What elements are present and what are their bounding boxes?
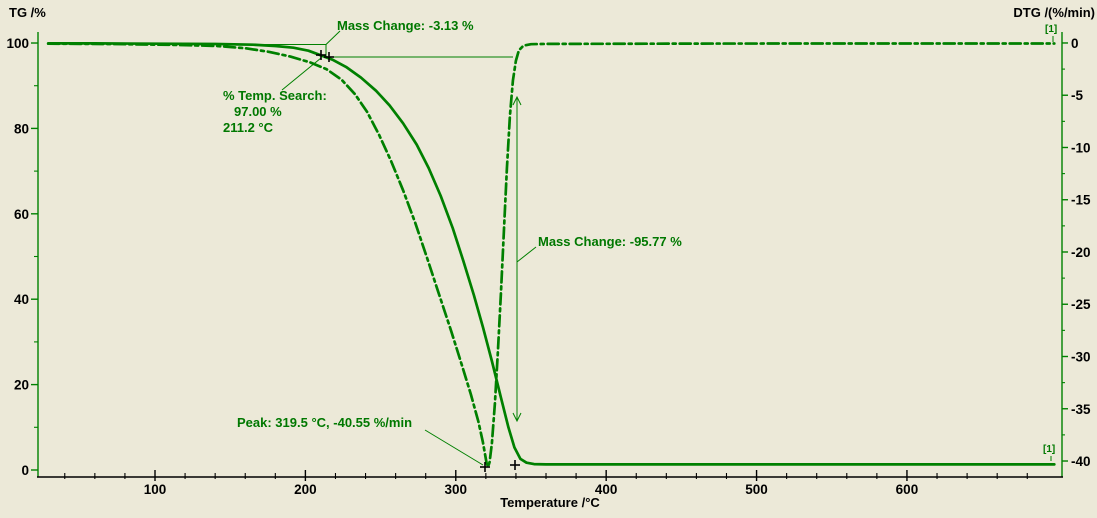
- x-axis-title: Temperature /°C: [500, 495, 600, 510]
- svg-text:-35: -35: [1071, 402, 1091, 417]
- svg-text:-10: -10: [1071, 140, 1091, 155]
- svg-text:600: 600: [896, 482, 919, 497]
- svg-text:100: 100: [144, 482, 167, 497]
- svg-text:300: 300: [445, 482, 468, 497]
- annotation-peak: Peak: 319.5 °C, -40.55 %/min: [237, 415, 413, 430]
- curve-label-tg-end: [1]: [1043, 444, 1056, 455]
- svg-text:20: 20: [14, 378, 29, 393]
- svg-text:-25: -25: [1071, 297, 1091, 312]
- temp-search-line-1: % Temp. Search:: [223, 88, 327, 103]
- svg-text:400: 400: [595, 482, 618, 497]
- svg-text:500: 500: [745, 482, 768, 497]
- left-axis-title: TG /%: [9, 5, 46, 20]
- svg-text:80: 80: [14, 121, 29, 136]
- right-axis-title: DTG /(%/min): [1013, 5, 1095, 20]
- annotation-mass-change-2: Mass Change: -95.77 %: [538, 234, 682, 249]
- temp-search-line-3: 211.2 °C: [223, 120, 274, 135]
- annotation-mass-change-1: Mass Change: -3.13 %: [337, 18, 474, 33]
- curve-label-dtg-end: [1]: [1045, 24, 1058, 35]
- svg-text:-5: -5: [1071, 88, 1083, 103]
- svg-text:40: 40: [14, 292, 29, 307]
- svg-text:-40: -40: [1071, 454, 1091, 469]
- temp-search-line-2: 97.00 %: [234, 104, 282, 119]
- svg-text:0: 0: [21, 463, 29, 478]
- annotation-temp-search: % Temp. Search: 97.00 % 211.2 °C: [223, 88, 327, 136]
- svg-text:60: 60: [14, 207, 29, 222]
- svg-text:-15: -15: [1071, 193, 1091, 208]
- svg-text:0: 0: [1071, 36, 1079, 51]
- svg-text:200: 200: [294, 482, 317, 497]
- svg-text:-30: -30: [1071, 350, 1091, 365]
- svg-text:-20: -20: [1071, 245, 1091, 260]
- svg-text:100: 100: [6, 36, 29, 51]
